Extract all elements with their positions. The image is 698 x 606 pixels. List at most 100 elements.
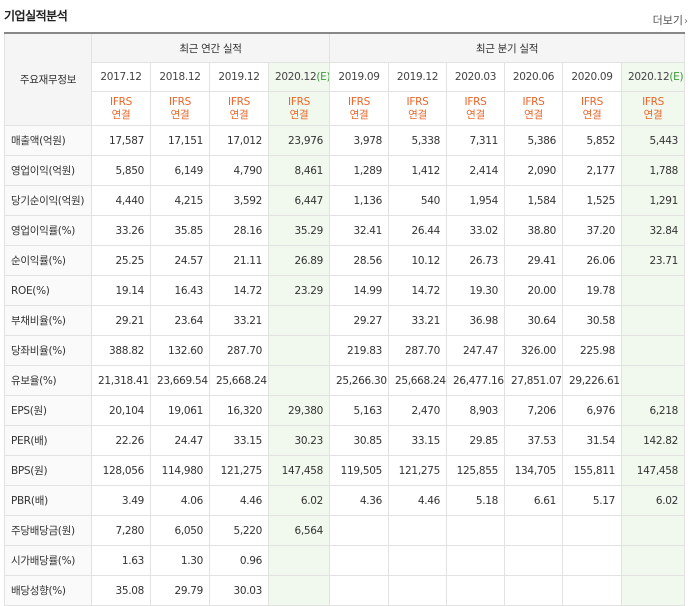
- table-cell: 19.14: [91, 275, 151, 306]
- table-cell: 1,289: [329, 155, 389, 186]
- table-cell: [329, 575, 389, 606]
- basis-standard: IFRS: [228, 95, 250, 108]
- table-cell: 125,855: [446, 455, 505, 486]
- table-cell: 37.20: [562, 215, 622, 246]
- basis-header: IFRS 연결: [620, 91, 686, 126]
- table-cell: 33.02: [446, 215, 505, 246]
- table-cell: 25,668.24: [209, 365, 269, 396]
- period-header: 2019.12: [388, 62, 447, 92]
- table-cell: 5.17: [562, 485, 622, 516]
- table-cell: 540: [388, 185, 447, 216]
- table-cell: [504, 575, 563, 606]
- table-row: 영업이익(억원) 5,850 6,149 4,790 8,461 1,289 1,412 2,…: [4, 155, 686, 186]
- basis-header: IFRS 연결: [504, 91, 563, 126]
- basis-header: IFRS 연결: [329, 91, 389, 126]
- table-cell: [620, 545, 686, 576]
- table-row: 유보율(%) 21,318.41 23,669.54 25,668.24 25,266.…: [4, 365, 686, 396]
- basis-standard: IFRS: [581, 95, 603, 108]
- table-cell: 25,266.30: [329, 365, 389, 396]
- table-cell: 26,477.16: [446, 365, 505, 396]
- table-cell: 26.06: [562, 245, 622, 276]
- table-cell: 121,275: [209, 455, 269, 486]
- table-cell: 147,458: [268, 455, 330, 486]
- period-header: 2020.09: [562, 62, 622, 92]
- annual-group-header: 최근 연간 실적: [91, 32, 330, 63]
- table-cell: 5,338: [388, 125, 447, 156]
- table-cell: 2,470: [388, 395, 447, 426]
- table-row: 시가배당률(%) 1.63 1.30 0.96: [4, 545, 686, 576]
- table-cell: 1.30: [150, 545, 210, 576]
- table-cell: 30.03: [209, 575, 269, 606]
- table-cell: 30.85: [329, 425, 389, 456]
- more-link[interactable]: 더보기›: [653, 12, 688, 28]
- period-header: 2020.06: [504, 62, 563, 92]
- table-cell: 17,151: [150, 125, 210, 156]
- basis-standard: IFRS: [464, 95, 487, 108]
- table-cell: 29.85: [446, 425, 505, 456]
- table-cell: 119,505: [329, 455, 389, 486]
- table-body: 매출액(억원) 17,587 17,151 17,012 23,976 3,978 5,33…: [4, 125, 686, 606]
- table-cell: [620, 575, 686, 606]
- table-cell: [268, 575, 330, 606]
- table-cell: 5,163: [329, 395, 389, 426]
- table-cell: 32.84: [620, 215, 686, 246]
- period-label: 2020.06: [512, 71, 555, 83]
- table-cell: 30.58: [562, 305, 622, 336]
- table-row: EPS(원) 20,104 19,061 16,320 29,380 5,163 2,470…: [4, 395, 686, 426]
- basis-scope: 연결: [170, 108, 190, 121]
- table-cell: 14.72: [209, 275, 269, 306]
- basis-header: IFRS 연결: [150, 91, 210, 126]
- table-cell: 1,584: [504, 185, 563, 216]
- table-cell: 23.64: [150, 305, 210, 336]
- basis-standard: IFRS: [522, 95, 545, 108]
- table-cell: 1.63: [91, 545, 151, 576]
- table-row: PBR(배) 3.49 4.06 4.46 6.02 4.36 4.46 5.18 6.61 5.…: [4, 485, 686, 516]
- table-cell: 142.82: [620, 425, 686, 456]
- table-cell: 128,056: [91, 455, 151, 486]
- table-cell: [268, 365, 330, 396]
- basis-standard: IFRS: [348, 95, 370, 108]
- table-cell: 36.98: [446, 305, 505, 336]
- table-cell: 26.44: [388, 215, 447, 246]
- table-cell: [388, 515, 447, 546]
- table-cell: 4,440: [91, 185, 151, 216]
- table-cell: 26.89: [268, 245, 330, 276]
- table-cell: 21.11: [209, 245, 269, 276]
- table-cell: 33.26: [91, 215, 151, 246]
- table-cell: 29,226.61: [562, 365, 622, 396]
- table-cell: 6,149: [150, 155, 210, 186]
- basis-header: IFRS 연결: [562, 91, 622, 126]
- table-cell: 388.82: [91, 335, 151, 366]
- table-cell: 10.12: [388, 245, 447, 276]
- table-cell: 33.21: [209, 305, 269, 336]
- basis-scope: 연결: [229, 108, 249, 121]
- table-row: 당기순이익(억원) 4,440 4,215 3,592 6,447 1,136 540 1,9…: [4, 185, 686, 216]
- row-label: BPS(원): [4, 455, 92, 486]
- table-cell: 6.02: [268, 485, 330, 516]
- table-cell: 4.06: [150, 485, 210, 516]
- table-cell: 33.15: [388, 425, 447, 456]
- row-label: ROE(%): [4, 275, 92, 306]
- financial-analysis-panel: 기업실적분석 더보기› 주요재무정보 최근 연간 실적 최근 분기 실적 201…: [4, 9, 688, 606]
- table-row: 당좌비율(%) 388.82 132.60 287.70 219.83 287.70 247…: [4, 335, 686, 366]
- basis-scope: 연결: [466, 108, 485, 121]
- table-cell: 5.18: [446, 485, 505, 516]
- table-cell: [504, 545, 563, 576]
- table-cell: 31.54: [562, 425, 622, 456]
- table-cell: 22.26: [91, 425, 151, 456]
- table-cell: [562, 515, 622, 546]
- table-cell: 155,811: [562, 455, 622, 486]
- table-cell: [562, 575, 622, 606]
- table-cell: 7,206: [504, 395, 563, 426]
- row-label: 당좌비율(%): [4, 335, 92, 366]
- basis-scope: 연결: [582, 108, 602, 121]
- table-cell: 114,980: [150, 455, 210, 486]
- table-cell: 1,525: [562, 185, 622, 216]
- table-cell: 29.27: [329, 305, 389, 336]
- table-cell: 6,564: [268, 515, 330, 546]
- table-cell: 30.23: [268, 425, 330, 456]
- row-label: 영업이익률(%): [4, 215, 92, 246]
- row-label: EPS(원): [4, 395, 92, 426]
- basis-scope: 연결: [524, 108, 543, 121]
- basis-scope: 연결: [408, 108, 427, 121]
